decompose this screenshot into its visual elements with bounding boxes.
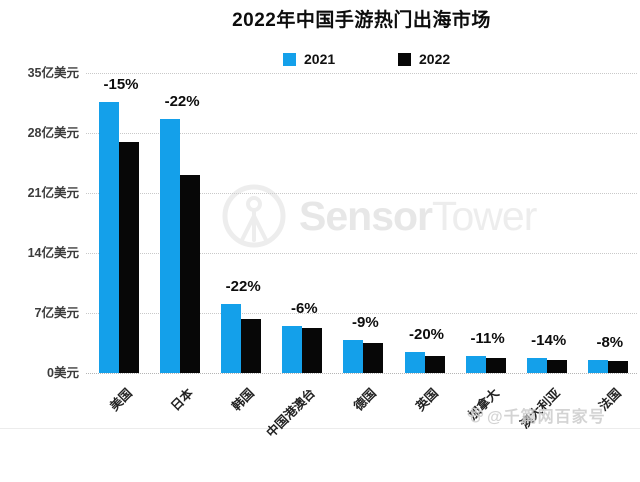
y-tick-label: 0美元 — [47, 366, 79, 380]
y-tick-label: 28亿美元 — [27, 126, 79, 140]
yoy-change-label: -22% — [164, 93, 200, 111]
legend-item-2022: 2022 — [398, 51, 450, 67]
y-tick-label: 21亿美元 — [27, 186, 79, 200]
gridline — [86, 313, 637, 314]
sensortower-watermark: SensorTower — [221, 183, 537, 249]
bar-2021-加拿大 — [465, 355, 486, 373]
sensortower-logo-icon — [222, 184, 286, 248]
bar-2022-中国港澳台 — [302, 328, 323, 373]
legend-label-2021: 2021 — [304, 51, 336, 67]
legend-item-2021: 2021 — [283, 51, 335, 67]
chart-title: 2022年中国手游热门出海市场 — [232, 10, 491, 31]
y-tick-label: 7亿美元 — [34, 306, 79, 320]
yoy-change-label: -14% — [531, 332, 567, 350]
bar-2022-韩国 — [241, 319, 262, 373]
baijiahao-watermark: @千篇网百家号 — [467, 403, 606, 427]
bar-2022-法国 — [607, 361, 628, 373]
gridline — [86, 193, 637, 194]
bar-2021-韩国 — [221, 303, 242, 373]
bar-2021-美国 — [99, 102, 119, 373]
bar-2021-澳大利亚 — [526, 358, 547, 373]
baijiahao-watermark-text: @千篇网百家号 — [487, 409, 606, 426]
bar-2021-法国 — [587, 360, 608, 373]
bar-2022-日本 — [180, 175, 201, 373]
baidu-paw-icon — [467, 406, 484, 423]
bar-2022-澳大利亚 — [546, 360, 567, 373]
y-tick-label: 35亿美元 — [27, 66, 79, 80]
gridline — [86, 253, 637, 254]
bar-2022-德国 — [363, 343, 384, 373]
legend-label-2022: 2022 — [419, 51, 451, 67]
bottom-divider — [0, 428, 640, 429]
yoy-change-label: -8% — [596, 334, 624, 352]
bar-2021-英国 — [404, 351, 425, 373]
chart-canvas: 2022年中国手游热门出海市场 2021 2022 SensorTower 35… — [0, 10, 640, 441]
yoy-change-label: -11% — [470, 329, 505, 347]
gridline — [86, 133, 637, 134]
yoy-change-label: -20% — [408, 325, 445, 343]
bar-2022-加拿大 — [485, 357, 506, 373]
bar-2022-英国 — [424, 355, 445, 373]
bar-2021-德国 — [343, 339, 364, 373]
sensortower-wordmark: SensorTower — [299, 193, 537, 239]
gridline — [86, 373, 637, 374]
bar-2021-中国港澳台 — [282, 325, 303, 373]
bar-2021-日本 — [160, 119, 181, 373]
yoy-change-label: -15% — [103, 76, 139, 94]
legend-swatch-2022-icon — [398, 52, 411, 66]
plot-area: 35亿美元 28亿美元 21亿美元 14亿美元 7亿美元 0美元 -15% 美国 -22% 日本 -… — [27, 66, 637, 440]
legend-swatch-2021-icon — [283, 52, 296, 66]
yoy-change-label: -9% — [352, 313, 379, 331]
yoy-change-label: -22% — [225, 277, 261, 295]
y-tick-label: 14亿美元 — [27, 246, 79, 260]
gridline — [86, 73, 637, 74]
bar-2022-美国 — [119, 142, 139, 373]
yoy-change-label: -6% — [290, 299, 318, 317]
